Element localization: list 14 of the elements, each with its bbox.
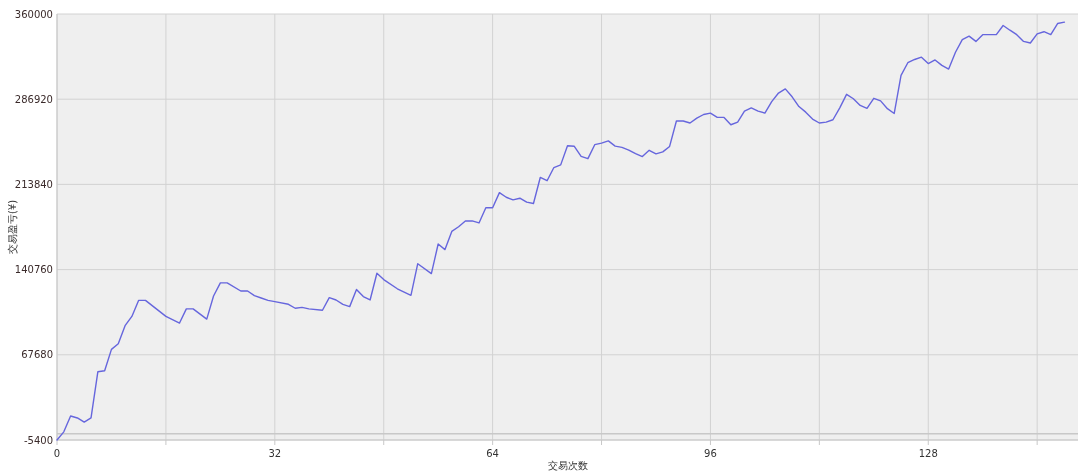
- y-tick-label: 360000: [14, 8, 53, 20]
- y-tick-label: 67680: [21, 349, 53, 361]
- x-axis-title: 交易次数: [547, 460, 588, 471]
- y-tick-label: 140760: [14, 264, 53, 276]
- y-tick-label: -5400: [23, 434, 53, 446]
- x-tick-label: 128: [918, 448, 938, 459]
- x-tick-label: 0: [53, 448, 61, 459]
- x-tick-label: 32: [268, 448, 282, 459]
- y-tick-label: 286920: [14, 93, 53, 105]
- y-tick-label: 213840: [14, 178, 53, 190]
- x-tick-label: 64: [486, 448, 499, 459]
- x-tick-label: 96: [704, 448, 717, 459]
- line-series: [56, 21, 1066, 441]
- y-axis-title: 交易盈亏(¥): [7, 199, 18, 255]
